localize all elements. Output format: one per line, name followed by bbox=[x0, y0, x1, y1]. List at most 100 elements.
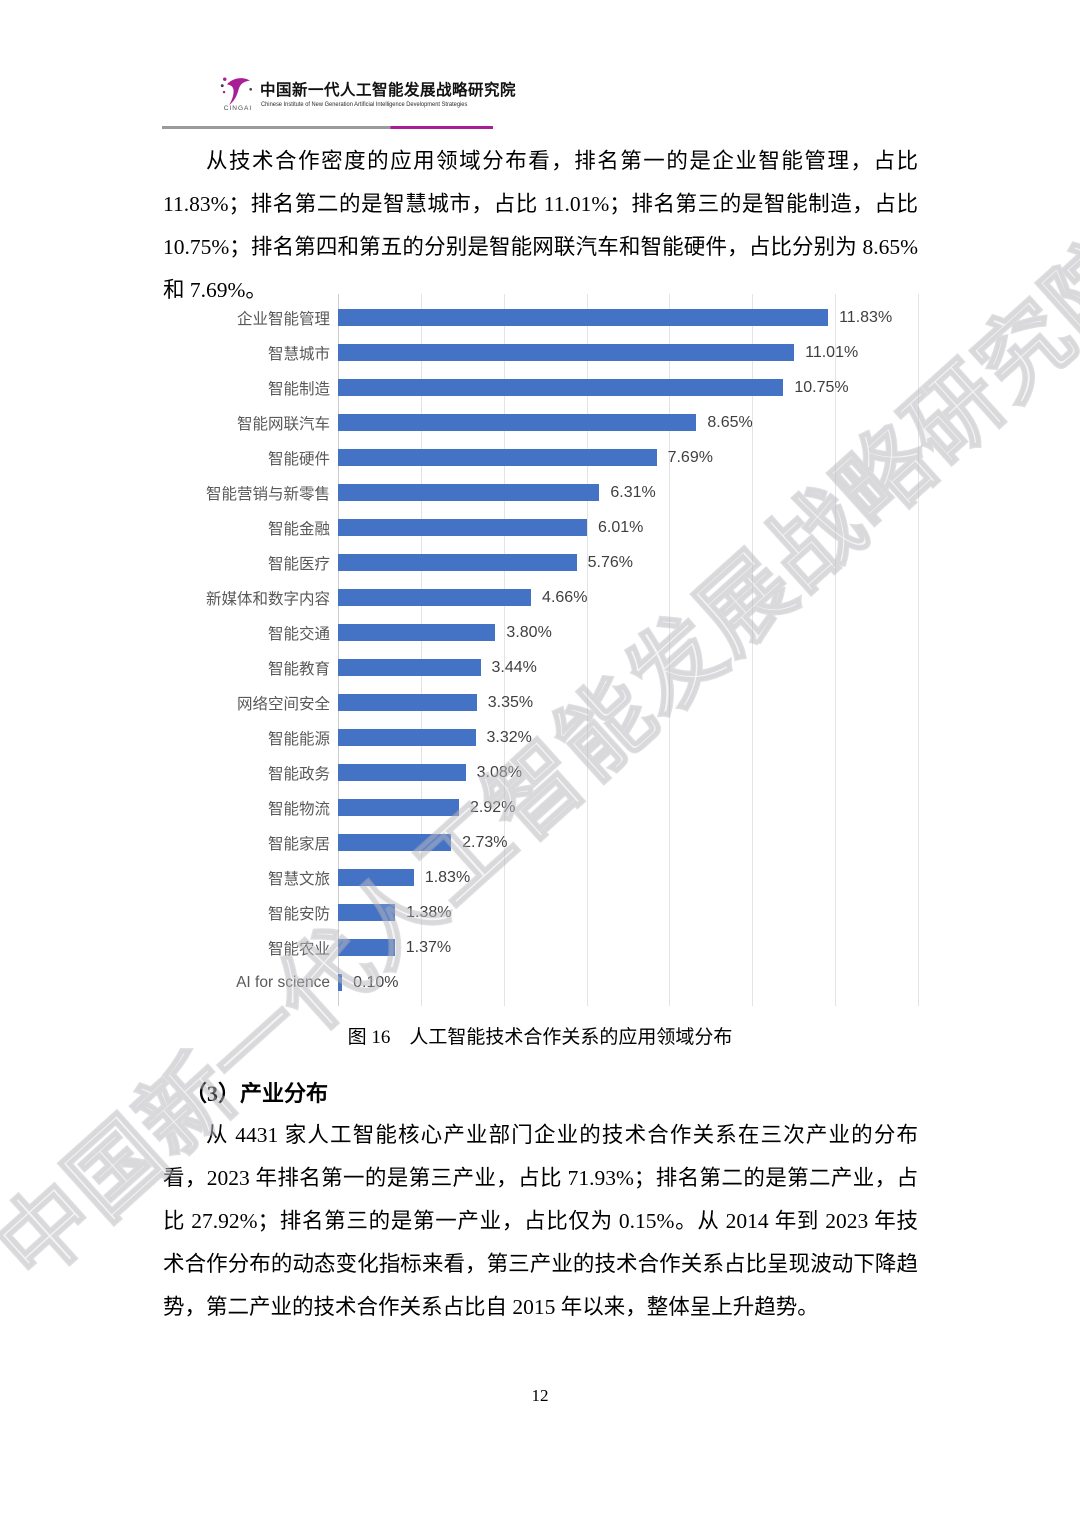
bar-track: 5.76% bbox=[338, 554, 918, 571]
bar bbox=[338, 589, 532, 606]
bar-track: 6.01% bbox=[338, 519, 918, 536]
chart-row: 智能家居 2.73% bbox=[195, 825, 918, 860]
value-label: 11.83% bbox=[839, 308, 893, 326]
category-label: 智能交通 bbox=[267, 625, 330, 643]
logo-acronym: CINGAI bbox=[223, 105, 253, 112]
bar bbox=[338, 764, 466, 781]
bar-track: 1.83% bbox=[338, 869, 918, 886]
category-label: 智能医疗 bbox=[267, 555, 330, 573]
chart-row: 企业智能管理 11.83% bbox=[195, 300, 918, 335]
value-label: 0.10% bbox=[353, 973, 399, 991]
chart-row: 智能营销与新零售 6.31% bbox=[195, 475, 918, 510]
chart-row: 智慧文旅 1.83% bbox=[195, 860, 918, 895]
bar-track: 0.10% bbox=[338, 974, 918, 991]
bar bbox=[338, 904, 396, 921]
category-label: 智能安防 bbox=[267, 905, 330, 923]
bar-track: 6.31% bbox=[338, 484, 918, 501]
bar bbox=[338, 344, 795, 361]
chart-row: 智能交通 3.80% bbox=[195, 615, 918, 650]
chart-row: 智能政务 3.08% bbox=[195, 755, 918, 790]
bar bbox=[338, 834, 452, 851]
bar-track: 3.44% bbox=[338, 659, 918, 676]
bar bbox=[338, 379, 784, 396]
chart-row: AI for science 0.10% bbox=[195, 965, 918, 1000]
value-label: 10.75% bbox=[794, 378, 849, 396]
chart-row: 智能制造 10.75% bbox=[195, 370, 918, 405]
chart-gridline bbox=[420, 294, 422, 1006]
chart-gridline bbox=[752, 294, 754, 1006]
category-label: 智能网联汽车 bbox=[236, 415, 330, 433]
value-label: 8.65% bbox=[707, 413, 753, 431]
chart-row: 智能网联汽车 8.65% bbox=[195, 405, 918, 440]
bar-track: 3.32% bbox=[338, 729, 918, 746]
value-label: 3.35% bbox=[487, 693, 534, 711]
chart-rows: 企业智能管理 11.83% 智慧城市 11.01% 智能制造 10.75% 智能网联汽车 8.… bbox=[195, 300, 918, 1000]
chart-row: 智能医疗 5.76% bbox=[195, 545, 918, 580]
value-label: 3.08% bbox=[476, 763, 522, 781]
category-label: 智慧文旅 bbox=[267, 870, 330, 888]
category-label: 智能营销与新零售 bbox=[205, 485, 330, 503]
chart-gridline bbox=[503, 294, 505, 1006]
value-label: 1.38% bbox=[406, 903, 452, 921]
value-label: 3.80% bbox=[506, 623, 552, 641]
category-label: 智能政务 bbox=[267, 765, 330, 783]
chart-row: 智能安防 1.38% bbox=[195, 895, 918, 930]
bar-track: 11.83% bbox=[338, 309, 918, 326]
category-label: 智慧城市 bbox=[267, 345, 330, 363]
logo-title-english: Chinese Institute of New Generation Arti… bbox=[261, 101, 468, 108]
bar bbox=[338, 939, 395, 956]
chart-axis-line bbox=[338, 294, 339, 1006]
bar-track: 4.66% bbox=[338, 589, 918, 606]
bar bbox=[338, 974, 343, 991]
bar-track: 3.35% bbox=[338, 694, 918, 711]
category-label: 智能制造 bbox=[267, 380, 330, 398]
page-number: 12 bbox=[531, 1386, 549, 1405]
bar bbox=[338, 309, 829, 326]
bar bbox=[338, 554, 577, 571]
chart-row: 智慧城市 11.01% bbox=[195, 335, 918, 370]
category-label: AI for science bbox=[236, 973, 330, 991]
value-label: 6.01% bbox=[597, 518, 644, 536]
category-label: 智能农业 bbox=[267, 940, 330, 958]
bar-track: 2.73% bbox=[338, 834, 918, 851]
body-paragraph-2: 从 4431 家人工智能核心产业部门企业的技术合作关系在三次产业的分布看，202… bbox=[163, 1123, 918, 1319]
chart-gridline bbox=[835, 294, 837, 1006]
value-label: 6.31% bbox=[610, 483, 656, 501]
value-label: 5.76% bbox=[587, 553, 633, 571]
bar-track: 1.38% bbox=[338, 904, 918, 921]
bar bbox=[338, 624, 496, 641]
bar-track: 1.37% bbox=[338, 939, 918, 956]
bar-track: 7.69% bbox=[338, 449, 918, 466]
bar-track: 10.75% bbox=[338, 379, 918, 396]
value-label: 2.92% bbox=[469, 798, 516, 816]
bar bbox=[338, 799, 459, 816]
bar bbox=[338, 659, 481, 676]
category-label: 智能物流 bbox=[267, 800, 330, 818]
chart-plot-area bbox=[338, 294, 919, 1006]
value-label: 3.44% bbox=[491, 658, 537, 676]
cingai-logo-icon bbox=[220, 77, 252, 106]
value-label: 2.73% bbox=[462, 833, 508, 851]
value-label: 1.83% bbox=[424, 868, 471, 886]
chart-row: 智能金融 6.01% bbox=[195, 510, 918, 545]
body-paragraph-1: 从技术合作密度的应用领域分布看，排名第一的是企业智能管理，占比 11.83%；排… bbox=[163, 149, 918, 302]
chart-row: 网络空间安全 3.35% bbox=[195, 685, 918, 720]
bar bbox=[338, 729, 476, 746]
bar bbox=[338, 519, 587, 536]
chart-row: 智能能源 3.32% bbox=[195, 720, 918, 755]
value-label: 7.69% bbox=[667, 448, 713, 466]
chart-gridline bbox=[918, 294, 919, 1006]
category-label: 智能家居 bbox=[267, 835, 330, 853]
bar bbox=[338, 414, 697, 431]
value-label: 3.32% bbox=[486, 728, 532, 746]
value-label: 11.01% bbox=[805, 343, 859, 361]
figure-caption: 图 16 人工智能技术合作关系的应用领域分布 bbox=[347, 1027, 733, 1048]
bar-track: 3.08% bbox=[338, 764, 918, 781]
logo-title-chinese: 中国新一代人工智能发展战略研究院 bbox=[260, 82, 517, 99]
chart-row: 新媒体和数字内容 4.66% bbox=[195, 580, 918, 615]
value-label: 1.37% bbox=[405, 938, 452, 956]
category-label: 智能能源 bbox=[267, 730, 330, 748]
bar-track: 11.01% bbox=[338, 344, 918, 361]
category-label: 新媒体和数字内容 bbox=[205, 590, 330, 608]
